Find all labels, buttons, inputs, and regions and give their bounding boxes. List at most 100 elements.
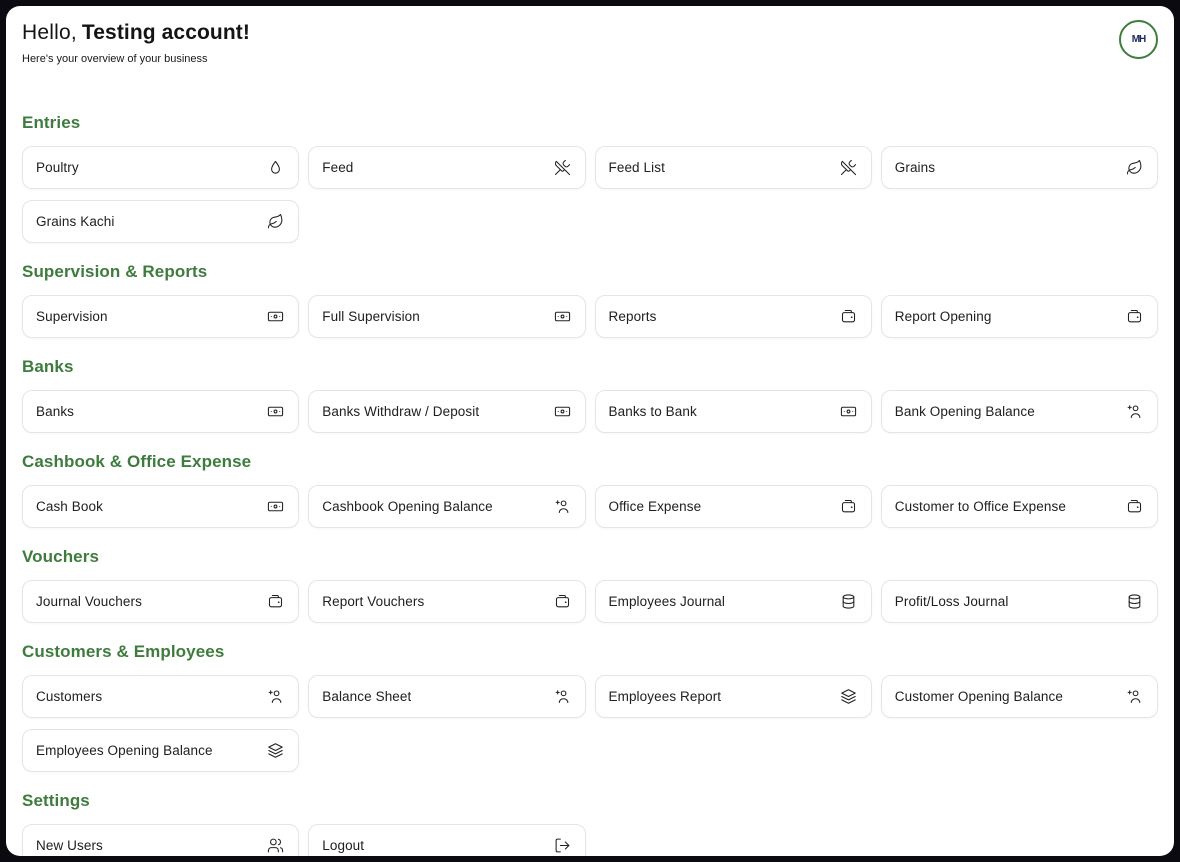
card-grid: Cash Book Cashbook Opening Balance Office …	[22, 485, 1158, 528]
user-plus-icon	[267, 688, 284, 705]
leaf-icon	[267, 213, 284, 230]
card-reports[interactable]: Reports	[594, 295, 872, 338]
page-header: Hello, Testing account! Here's your overv…	[22, 20, 1158, 66]
card-logout[interactable]: Logout	[308, 824, 586, 856]
greeting-account-name: Testing account!	[81, 21, 250, 44]
card-customers[interactable]: Customers	[22, 675, 300, 718]
wallet-icon	[1126, 498, 1143, 515]
page-subtitle: Here's your overview of your business	[22, 53, 208, 65]
coins-icon	[1126, 593, 1143, 610]
coins-icon	[840, 593, 857, 610]
card-label: Logout	[322, 838, 365, 853]
card-label: Feed	[322, 160, 354, 175]
wallet-icon	[1126, 308, 1143, 325]
card-label: Banks Withdraw / Deposit	[322, 404, 480, 419]
section-supervision-reports: Supervision & Reports Supervision Full Sup…	[22, 261, 1158, 338]
card-office-expense[interactable]: Office Expense	[594, 485, 872, 528]
leaf-icon	[1126, 159, 1143, 176]
card-journal-vouchers[interactable]: Journal Vouchers	[22, 580, 300, 623]
user-plus-icon	[1126, 403, 1143, 420]
card-label: Poultry	[36, 160, 79, 175]
card-label: Balance Sheet	[322, 689, 412, 704]
page-title: Hello, Testing account!	[22, 20, 250, 46]
card-label: Grains	[894, 160, 936, 175]
wallet-icon	[840, 308, 857, 325]
section-title: Banks	[22, 357, 74, 376]
wallet-icon	[840, 498, 857, 515]
card-full-supervision[interactable]: Full Supervision	[308, 295, 586, 338]
card-report-opening[interactable]: Report Opening	[880, 295, 1158, 338]
card-grid: Poultry Feed Feed List Grains Grains Kachi	[22, 146, 1158, 243]
card-grains-kachi[interactable]: Grains Kachi	[22, 200, 300, 243]
banknote-icon	[554, 403, 571, 420]
greeting-prefix: Hello,	[22, 21, 77, 44]
card-label: Office Expense	[608, 499, 702, 514]
card-label: Full Supervision	[322, 309, 420, 324]
card-grid: Customers Balance Sheet Employees Report Cu…	[22, 675, 1158, 772]
card-employees-report[interactable]: Employees Report	[594, 675, 872, 718]
card-label: Customers	[36, 689, 103, 704]
section-settings: Settings New Users Logout	[22, 790, 1158, 856]
card-grid: Journal Vouchers Report Vouchers Employees…	[22, 580, 1158, 623]
dashboard-sections: Entries Poultry Feed Feed List Grains Grains …	[22, 112, 1158, 856]
card-feed-list[interactable]: Feed List	[594, 146, 872, 189]
card-grid: Supervision Full Supervision Reports Report…	[22, 295, 1158, 338]
banknote-icon	[267, 498, 284, 515]
user-plus-icon	[554, 498, 571, 515]
card-label: Report Vouchers	[322, 594, 425, 609]
card-feed[interactable]: Feed	[308, 146, 586, 189]
banknote-icon	[840, 403, 857, 420]
card-label: Banks	[36, 404, 75, 419]
card-employees-opening-balance[interactable]: Employees Opening Balance	[22, 729, 300, 772]
card-label: Bank Opening Balance	[894, 404, 1035, 419]
card-label: New Users	[36, 838, 103, 853]
card-profit-loss-journal[interactable]: Profit/Loss Journal	[880, 580, 1158, 623]
card-customer-to-office-expense[interactable]: Customer to Office Expense	[880, 485, 1158, 528]
card-label: Banks to Bank	[608, 404, 697, 419]
section-entries: Entries Poultry Feed Feed List Grains Grains …	[22, 112, 1158, 243]
section-title: Settings	[22, 791, 90, 810]
utensils-crossed-icon	[554, 159, 571, 176]
card-label: Cashbook Opening Balance	[322, 499, 493, 514]
section-title: Customers & Employees	[22, 642, 225, 661]
card-bank-opening-balance[interactable]: Bank Opening Balance	[880, 390, 1158, 433]
card-customer-opening-balance[interactable]: Customer Opening Balance	[880, 675, 1158, 718]
brand-monogram: MH	[1131, 34, 1147, 45]
card-cash-book[interactable]: Cash Book	[22, 485, 300, 528]
card-balance-sheet[interactable]: Balance Sheet	[308, 675, 586, 718]
section-title: Supervision & Reports	[22, 262, 208, 281]
card-label: Cash Book	[36, 499, 103, 514]
card-poultry[interactable]: Poultry	[22, 146, 300, 189]
card-label: Employees Journal	[608, 594, 726, 609]
user-plus-icon	[1126, 688, 1143, 705]
card-label: Feed List	[608, 160, 665, 175]
card-label: Profit/Loss Journal	[894, 594, 1009, 609]
section-title: Vouchers	[22, 547, 100, 566]
wallet-icon	[554, 593, 571, 610]
layers-icon	[840, 688, 857, 705]
section-title: Entries	[22, 113, 81, 132]
card-banks[interactable]: Banks	[22, 390, 300, 433]
card-new-users[interactable]: New Users	[22, 824, 300, 856]
card-label: Employees Report	[608, 689, 722, 704]
banknote-icon	[554, 308, 571, 325]
banknote-icon	[267, 308, 284, 325]
card-label: Journal Vouchers	[36, 594, 142, 609]
section-vouchers: Vouchers Journal Vouchers Report Vouchers E…	[22, 546, 1158, 623]
header-titles: Hello, Testing account! Here's your overv…	[22, 20, 250, 66]
card-report-vouchers[interactable]: Report Vouchers	[308, 580, 586, 623]
card-grains[interactable]: Grains	[880, 146, 1158, 189]
card-supervision[interactable]: Supervision	[22, 295, 300, 338]
egg-icon	[267, 159, 284, 176]
card-label: Grains Kachi	[36, 214, 115, 229]
card-banks-withdraw-deposit[interactable]: Banks Withdraw / Deposit	[308, 390, 586, 433]
app-window: Hello, Testing account! Here's your overv…	[6, 6, 1174, 856]
section-cashbook-office-expense: Cashbook & Office Expense Cash Book Cashbo…	[22, 451, 1158, 528]
card-banks-to-bank[interactable]: Banks to Bank	[594, 390, 872, 433]
brand-logo-button[interactable]: MH	[1119, 20, 1158, 59]
card-cashbook-opening-balance[interactable]: Cashbook Opening Balance	[308, 485, 586, 528]
logout-icon	[554, 837, 571, 854]
card-employees-journal[interactable]: Employees Journal	[594, 580, 872, 623]
utensils-crossed-icon	[840, 159, 857, 176]
users-icon	[267, 837, 284, 854]
